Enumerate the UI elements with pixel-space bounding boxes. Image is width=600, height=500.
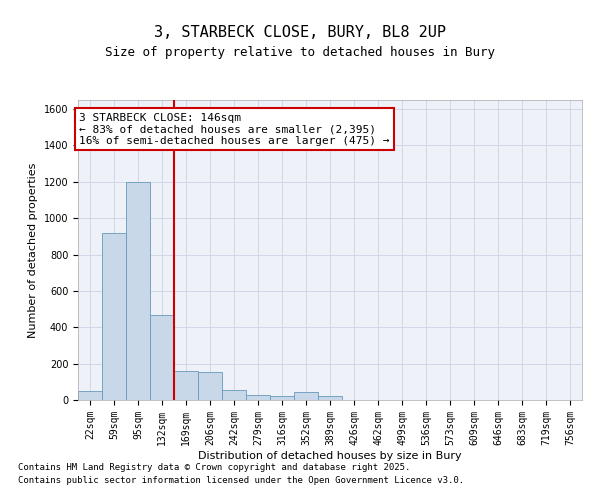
X-axis label: Distribution of detached houses by size in Bury: Distribution of detached houses by size … xyxy=(198,450,462,460)
Bar xyxy=(246,394,270,400)
Text: Contains public sector information licensed under the Open Government Licence v3: Contains public sector information licen… xyxy=(18,476,464,485)
Y-axis label: Number of detached properties: Number of detached properties xyxy=(28,162,38,338)
Bar xyxy=(198,372,222,400)
Text: Size of property relative to detached houses in Bury: Size of property relative to detached ho… xyxy=(105,46,495,59)
Bar xyxy=(78,391,102,400)
Bar xyxy=(102,232,126,400)
Bar xyxy=(174,371,198,400)
Bar xyxy=(222,390,246,400)
Bar xyxy=(126,182,150,400)
Bar xyxy=(318,396,342,400)
Text: 3 STARBECK CLOSE: 146sqm
← 83% of detached houses are smaller (2,395)
16% of sem: 3 STARBECK CLOSE: 146sqm ← 83% of detach… xyxy=(79,112,390,146)
Bar xyxy=(294,392,318,400)
Text: Contains HM Land Registry data © Crown copyright and database right 2025.: Contains HM Land Registry data © Crown c… xyxy=(18,462,410,471)
Text: 3, STARBECK CLOSE, BURY, BL8 2UP: 3, STARBECK CLOSE, BURY, BL8 2UP xyxy=(154,25,446,40)
Bar xyxy=(150,316,174,400)
Bar xyxy=(270,396,294,400)
